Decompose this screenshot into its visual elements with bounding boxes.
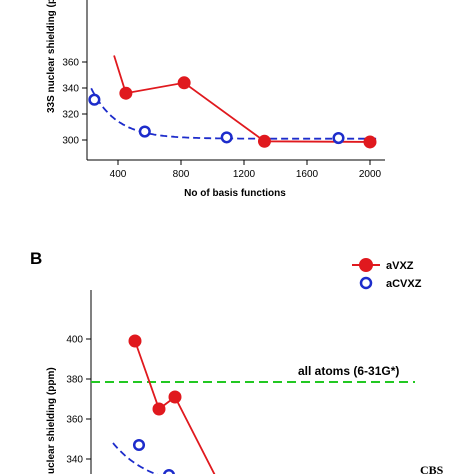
panel-b-avxz-point-2 [168, 390, 182, 404]
panel-a-x-tick-label-1600: 1600 [296, 169, 319, 180]
panel-a-y-axis-title: 33S nuclear shielding (p [46, 0, 57, 113]
panel-b-acvxz-point-1 [163, 468, 175, 474]
panel-a-x-axis-title: No of basis functions [184, 188, 286, 199]
panel-a-acvxz-point-2 [220, 131, 233, 144]
panel-a-acvxz-point-3 [332, 132, 345, 145]
panel-a-y-ticks: 300 320 340 360 [62, 58, 87, 147]
panel-a: 33S nuclear shielding (p 300 320 340 360 40… [46, 0, 385, 199]
panel-a-acvxz-point-0 [88, 93, 101, 106]
panel-a-y-tick-label-360: 360 [62, 58, 79, 69]
legend-item-avxz: aVXZ [352, 258, 414, 272]
panel-b-y-tick-label-400: 400 [66, 335, 83, 346]
panel-a-plot-area [88, 55, 378, 149]
legend: aVXZ aCVXZ [352, 258, 422, 290]
panel-a-x-tick-label-1200: 1200 [233, 169, 256, 180]
panel-a-avxz-point-3 [363, 135, 377, 149]
panel-a-x-tick-label-400: 400 [110, 169, 127, 180]
panel-a-avxz-point-0 [119, 86, 133, 100]
panel-b-reference: all atoms (6-31G*) [91, 364, 415, 383]
panel-b-acvxz-point-0 [132, 438, 146, 452]
legend-marker-acvxz [359, 276, 373, 290]
legend-label-acvxz: aCVXZ [386, 278, 422, 290]
panel-b: B uclear shielding (ppm) 340 360 380 400 al… [30, 249, 444, 474]
reference-line-label: all atoms (6-31G*) [298, 364, 399, 378]
panel-a-x-tick-label-800: 800 [173, 169, 190, 180]
panel-a-x-tick-label-2000: 2000 [359, 169, 382, 180]
panel-a-avxz-line [113, 55, 371, 143]
panel-b-y-ticks: 340 360 380 400 [66, 335, 91, 466]
panel-b-avxz-point-0 [128, 334, 142, 348]
panel-a-acvxz-fit-curve [90, 87, 378, 140]
panel-b-y-tick-label-380: 380 [66, 375, 83, 386]
panel-a-y-tick-label-300: 300 [62, 136, 79, 147]
panel-b-letter: B [30, 249, 42, 268]
panel-b-y-tick-label-340: 340 [66, 455, 83, 466]
panel-a-x-ticks: 400 800 1200 1600 2000 [110, 160, 382, 180]
panel-b-y-tick-label-360: 360 [66, 415, 83, 426]
panel-a-y-tick-label-340: 340 [62, 84, 79, 95]
panel-b-y-axis-title: uclear shielding (ppm) [46, 367, 57, 474]
cbs-label: CBS [420, 463, 444, 474]
panel-a-acvxz-point-1 [138, 125, 151, 138]
legend-marker-avxz [359, 258, 373, 272]
legend-label-avxz: aVXZ [386, 260, 414, 272]
legend-item-acvxz: aCVXZ [359, 276, 422, 290]
panel-b-avxz-point-1 [152, 402, 166, 416]
panel-b-acvxz-fit-curve [112, 442, 159, 474]
panel-a-avxz-point-2 [257, 134, 271, 148]
panel-a-y-tick-label-320: 320 [62, 110, 79, 121]
panel-b-plot-area [112, 334, 216, 474]
panel-a-avxz-point-1 [177, 76, 191, 90]
